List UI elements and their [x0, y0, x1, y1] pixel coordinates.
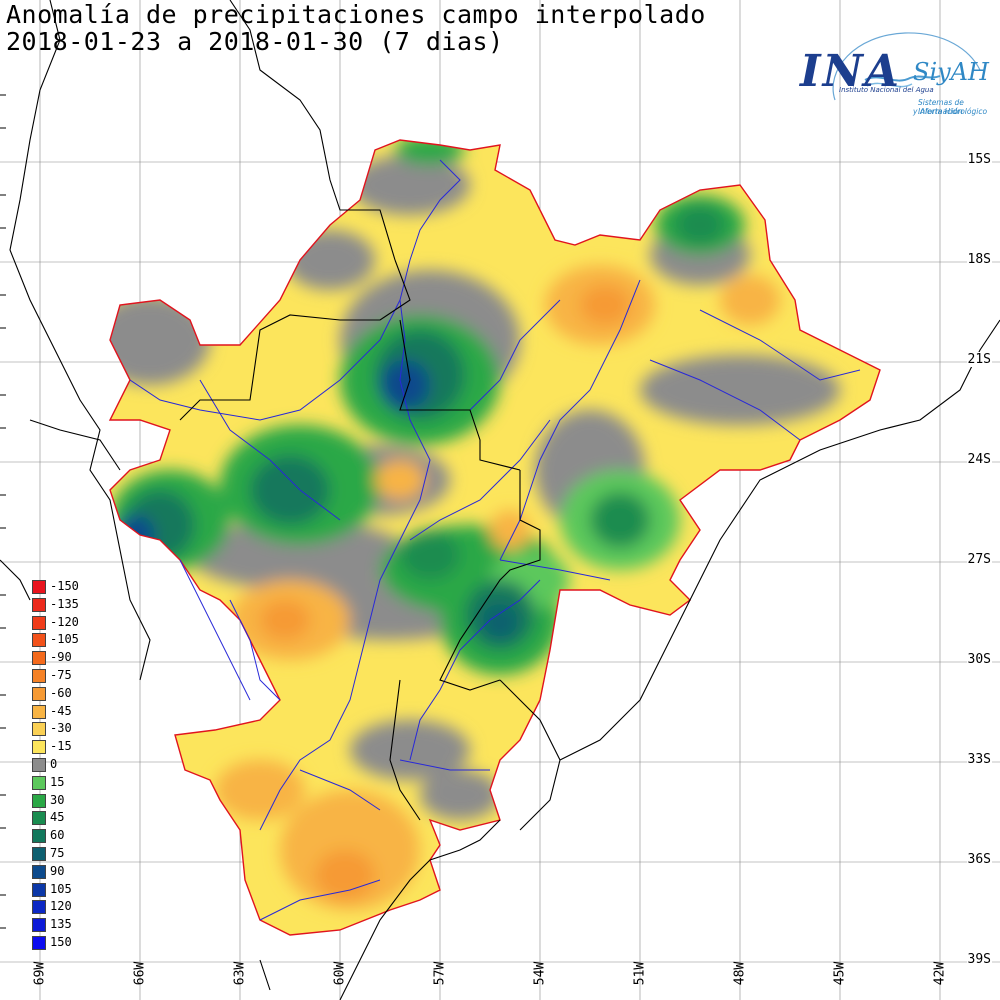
legend-swatch: [32, 864, 46, 879]
lon-label-57w: 57W: [432, 961, 448, 986]
legend-label: -45: [50, 703, 72, 718]
legend-swatch: [32, 597, 46, 612]
logo-institute-text: Instituto Nacional del Agua: [839, 86, 934, 94]
legend-label: -90: [50, 650, 72, 665]
legend-item: 60: [32, 828, 112, 846]
legend-swatch: [32, 900, 46, 915]
legend-swatch: [32, 740, 46, 755]
legend-item: 120: [32, 899, 112, 917]
left-ticks: [0, 94, 6, 929]
legend-label: 135: [50, 917, 72, 932]
lon-label-66w: 66W: [132, 961, 148, 986]
legend-item: 0: [32, 757, 112, 775]
legend-item: 90: [32, 863, 112, 882]
lat-label-36s: 36S: [966, 852, 992, 867]
legend-item: 105: [32, 881, 112, 900]
legend-swatch: [32, 882, 46, 897]
lon-label-42w: 42W: [932, 961, 948, 986]
legend-label: -15: [50, 739, 72, 754]
legend-label: 30: [50, 792, 65, 807]
legend-label: -135: [50, 596, 79, 611]
legend-item: 75: [32, 846, 112, 864]
map-date-range: 2018-01-23 a 2018-01-30 (7 dias): [6, 27, 504, 56]
legend-item: -90: [32, 650, 112, 668]
legend-item: -135: [32, 596, 112, 615]
legend-item: -60: [32, 685, 112, 704]
legend-swatch: [32, 722, 46, 737]
lat-label-33s: 33S: [966, 752, 992, 767]
ina-siyah-logo: INA SiyAH Instituto Nacional del Agua Si…: [795, 30, 995, 130]
legend-swatch: [32, 669, 46, 683]
legend-item: -105: [32, 632, 112, 650]
lat-label-39s: 39S: [966, 952, 992, 967]
lon-label-63w: 63W: [232, 961, 248, 986]
legend-swatch: [32, 847, 46, 861]
legend-item: 135: [32, 917, 112, 935]
lat-label-21s: 21S: [966, 352, 992, 367]
legend-label: -105: [50, 632, 79, 647]
lat-label-15s: 15S: [966, 152, 992, 167]
legend-label: -75: [50, 668, 72, 682]
logo-siyah-text: SiyAH: [913, 58, 989, 86]
lat-label-18s: 18S: [966, 252, 992, 267]
legend-swatch: [32, 811, 46, 826]
legend-item: -15: [32, 739, 112, 757]
legend-swatch: [32, 615, 46, 630]
legend-label: 150: [50, 935, 72, 949]
legend-item: 150: [32, 935, 112, 953]
legend-item: -75: [32, 668, 112, 686]
legend-item: -150: [32, 579, 112, 597]
legend-swatch: [32, 918, 46, 933]
lon-label-51w: 51W: [632, 961, 648, 986]
legend-swatch: [32, 686, 46, 701]
legend-item: -30: [32, 721, 112, 739]
legend-swatch: [32, 580, 46, 594]
legend-label: -120: [50, 614, 79, 629]
legend-swatch: [32, 633, 46, 648]
lon-label-45w: 45W: [832, 961, 848, 986]
legend-label: -150: [50, 579, 79, 593]
lat-label-27s: 27S: [966, 552, 992, 567]
legend-swatch: [32, 793, 46, 808]
legend-label: 105: [50, 881, 72, 896]
lon-label-48w: 48W: [732, 961, 748, 986]
map-title: Anomalía de precipitaciones campo interp…: [6, 0, 706, 29]
legend-label: 0: [50, 757, 58, 771]
legend-label: 90: [50, 863, 65, 878]
legend-swatch: [32, 829, 46, 844]
legend-label: 75: [50, 846, 65, 860]
legend-swatch: [32, 704, 46, 719]
legend-swatch: [32, 936, 46, 950]
legend-label: 60: [50, 828, 65, 843]
logo-ina-text: INA: [800, 46, 901, 97]
lat-label-24s: 24S: [966, 452, 992, 467]
legend-item: -120: [32, 614, 112, 633]
legend-label: 120: [50, 899, 72, 914]
legend-item: 45: [32, 810, 112, 828]
legend-item: 30: [32, 792, 112, 811]
lon-label-60w: 60W: [332, 961, 348, 986]
basin-boundary: [108, 139, 881, 936]
legend-swatch: [32, 775, 46, 790]
logo-subtitle-1: Sistemas de Información: [918, 98, 964, 116]
legend-item: 15: [32, 774, 112, 793]
legend-label: 15: [50, 774, 65, 789]
legend-label: -30: [50, 721, 72, 736]
legend-swatch: [32, 651, 46, 666]
logo-swoosh-icon: [832, 32, 981, 101]
lon-label-69w: 69W: [32, 961, 48, 986]
legend-label: -60: [50, 685, 72, 700]
legend-label: 45: [50, 810, 65, 825]
legend-item: -45: [32, 703, 112, 722]
lat-label-30s: 30S: [966, 652, 992, 667]
legend-swatch: [32, 758, 46, 772]
logo-subtitle-2: y Alerta Hidrológico: [913, 107, 988, 116]
lon-label-54w: 54W: [532, 961, 548, 986]
